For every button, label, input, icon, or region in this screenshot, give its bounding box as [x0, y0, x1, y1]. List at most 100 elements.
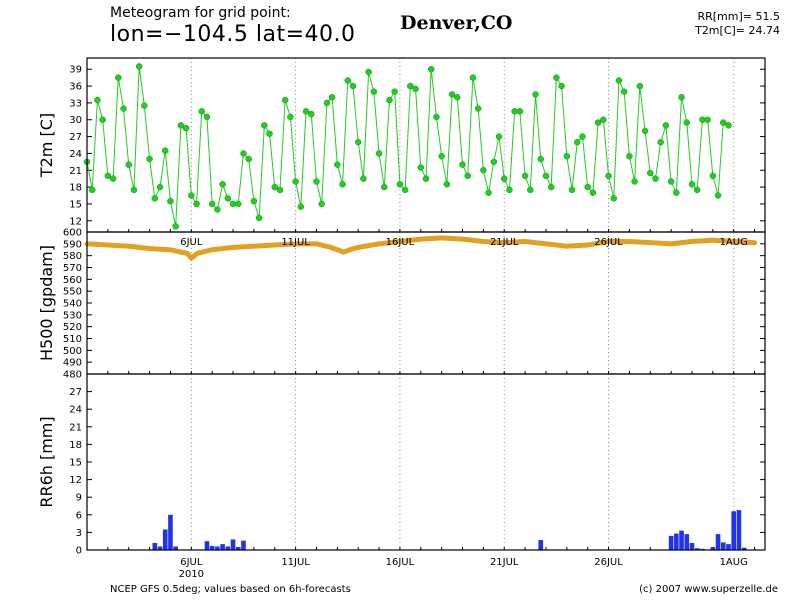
- temperature-point: [412, 85, 419, 93]
- temperature-point: [547, 183, 555, 191]
- y-tick-label: 560: [63, 275, 82, 286]
- y-tick-label: 590: [63, 239, 82, 250]
- y-tick-label: 580: [63, 251, 82, 262]
- temperature-point: [203, 113, 211, 121]
- y-tick-label: 18: [69, 440, 82, 451]
- temperature-point: [313, 178, 320, 185]
- temperature-point: [318, 200, 325, 208]
- precipitation-bar: [225, 546, 231, 550]
- temperature-point: [401, 186, 409, 194]
- temperature-point: [99, 116, 106, 123]
- precipitation-bar: [720, 542, 726, 550]
- temperature-point: [104, 172, 112, 180]
- temperature-point: [615, 77, 623, 84]
- temperature-point: [573, 138, 581, 146]
- temperature-point: [469, 74, 477, 81]
- precipitation-bar: [538, 540, 544, 550]
- footer-copyright: (c) 2007 www.superzelle.de: [639, 584, 778, 595]
- temperature-point: [474, 105, 482, 112]
- precipitation-bar: [209, 545, 215, 550]
- temperature-point: [725, 122, 732, 129]
- header-title: Meteogram for grid point:: [110, 5, 291, 21]
- temperature-point: [161, 147, 169, 154]
- temperature-point: [308, 110, 315, 118]
- temperature-point: [115, 74, 122, 81]
- temperature-point: [120, 105, 127, 112]
- precipitation-bar: [715, 534, 721, 550]
- precipitation-bar: [679, 530, 684, 550]
- x-tick-label: 1AUG: [720, 557, 748, 568]
- precipitation-bar: [694, 548, 700, 550]
- y-tick-label: 540: [63, 299, 82, 310]
- precipitation-bar: [204, 541, 210, 550]
- y-tick-label: 18: [69, 183, 82, 194]
- temperature-point: [141, 102, 148, 109]
- temperature-point: [579, 133, 586, 140]
- x-tick-label: 26JUL: [594, 557, 623, 568]
- temperature-point: [386, 96, 393, 104]
- y-tick-label: 39: [69, 65, 82, 76]
- temperature-point: [568, 186, 576, 194]
- y-tick-label: 27: [69, 387, 82, 398]
- precipitation-bar: [689, 542, 695, 550]
- y-tick-label: 21: [69, 166, 82, 177]
- y-tick-label: 550: [63, 287, 82, 298]
- y-tick-label: 24: [69, 149, 82, 160]
- temperature-point: [422, 175, 430, 182]
- temperature-point: [297, 203, 305, 210]
- y-axis-label: H500 [gpdam]: [37, 245, 56, 361]
- temperature-point: [344, 77, 352, 84]
- precipitation-bar: [162, 529, 168, 550]
- temperature-point: [177, 122, 185, 129]
- h500-x-label: 1AUG: [720, 237, 748, 248]
- y-tick-label: 12: [69, 475, 82, 486]
- temperature-point: [146, 155, 153, 163]
- temperature-point: [287, 113, 294, 121]
- temperature-point: [167, 197, 174, 205]
- y-tick-label: 30: [69, 115, 82, 126]
- temperature-point: [266, 130, 273, 138]
- y-tick-label: 520: [63, 322, 82, 333]
- temperature-point: [354, 138, 362, 146]
- temperature-point: [610, 195, 618, 202]
- temperature-point: [641, 127, 649, 135]
- temperature-point: [219, 181, 226, 188]
- temperature-point: [396, 181, 404, 188]
- y-tick-label: 9: [76, 493, 82, 504]
- temperature-point: [558, 82, 565, 90]
- temperature-point: [125, 161, 132, 168]
- temperature-point: [151, 195, 159, 202]
- x-tick-label: 16JUL: [386, 557, 415, 568]
- temperature-point: [214, 206, 221, 213]
- temperature-point: [626, 152, 633, 160]
- temperature-point: [657, 138, 664, 146]
- temperature-point: [464, 172, 471, 180]
- temperature-point: [720, 119, 727, 126]
- temperature-point: [636, 82, 644, 90]
- precipitation-bar: [684, 534, 690, 550]
- temperature-point: [454, 94, 461, 101]
- temperature-point: [375, 150, 383, 157]
- temperature-point: [391, 88, 398, 95]
- precipitation-bar: [241, 540, 246, 550]
- temperature-point: [506, 186, 513, 194]
- temperature-point: [88, 186, 96, 194]
- temperature-point: [292, 178, 299, 185]
- temperature-point: [156, 183, 164, 191]
- temperature-point: [281, 96, 289, 104]
- y-tick-label: 24: [69, 405, 82, 416]
- temperature-point: [365, 68, 372, 76]
- precipitation-bar: [668, 535, 674, 550]
- temperature-point: [427, 65, 435, 73]
- temperature-point: [683, 119, 691, 126]
- precipitation-bar: [152, 542, 158, 550]
- precipitation-bar: [731, 511, 737, 550]
- temperature-point: [542, 172, 550, 180]
- temperature-point: [234, 200, 242, 208]
- precipitation-bar: [220, 544, 225, 550]
- temperature-point: [261, 122, 268, 129]
- temperature-point: [328, 94, 336, 101]
- temperature-point: [193, 200, 200, 208]
- temperature-point: [693, 186, 701, 194]
